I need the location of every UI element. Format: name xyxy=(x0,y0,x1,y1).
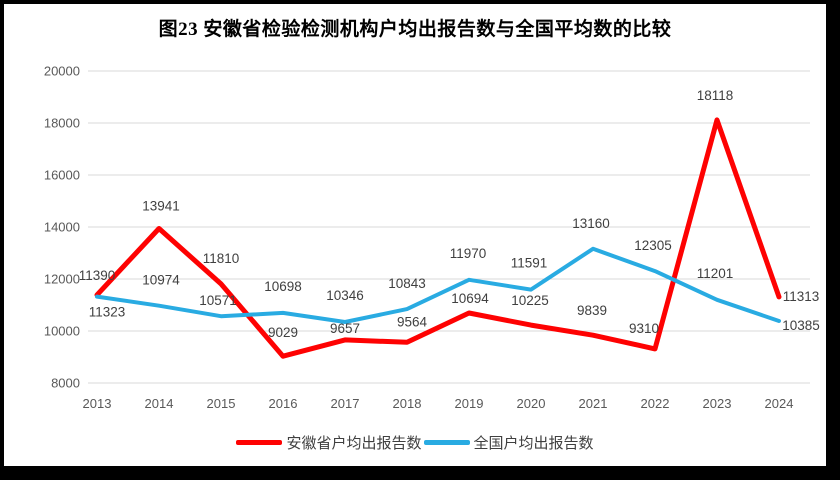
data-label: 10843 xyxy=(388,276,426,291)
x-axis-tick-label: 2020 xyxy=(517,396,546,411)
x-axis-tick-label: 2015 xyxy=(207,396,236,411)
data-label: 10698 xyxy=(264,279,302,294)
x-axis-tick-label: 2016 xyxy=(269,396,298,411)
data-label: 11323 xyxy=(89,305,126,320)
legend-item-anhui: 安徽省户均出报告数 xyxy=(236,432,422,453)
data-label: 9310 xyxy=(629,321,659,336)
x-axis-tick-label: 2013 xyxy=(83,396,112,411)
data-label: 10225 xyxy=(511,293,549,308)
data-label: 13160 xyxy=(572,216,610,231)
y-axis-tick-label: 12000 xyxy=(44,272,80,287)
y-axis-tick-label: 18000 xyxy=(44,116,80,131)
data-label: 11313 xyxy=(783,289,820,304)
data-label: 12305 xyxy=(634,238,672,253)
data-label: 11390 xyxy=(79,268,116,283)
x-axis-tick-label: 2018 xyxy=(393,396,422,411)
data-label: 18118 xyxy=(697,88,734,103)
data-label: 9029 xyxy=(268,325,298,340)
line-chart: 8000 10000 12000 14000 16000 18000 20000 2013 20… xyxy=(44,64,820,412)
series-line-national xyxy=(95,246,781,324)
y-axis-tick-label: 10000 xyxy=(44,324,80,339)
data-label: 11810 xyxy=(203,251,240,266)
x-axis-tick-label: 2017 xyxy=(331,396,360,411)
data-label: 11591 xyxy=(511,256,548,271)
chart-title: 图23 安徽省检验检测机构户均出报告数与全国平均数的比较 xyxy=(158,19,672,40)
legend-label: 安徽省户均出报告数 xyxy=(286,435,422,452)
data-label: 10571 xyxy=(199,293,237,308)
data-label: 10346 xyxy=(326,288,364,303)
data-label: 10385 xyxy=(782,318,820,333)
y-axis-tick-label: 14000 xyxy=(44,220,80,235)
data-label: 9564 xyxy=(397,314,428,329)
legend-line-swatch xyxy=(236,440,283,445)
x-axis-tick-label: 2014 xyxy=(145,396,174,411)
y-axis-tick-label: 8000 xyxy=(51,376,80,391)
legend-line-swatch xyxy=(423,440,470,445)
data-label: 9657 xyxy=(330,321,360,336)
data-label: 13941 xyxy=(142,199,180,214)
y-axis-tick-label: 16000 xyxy=(44,168,80,183)
x-axis-tick-label: 2023 xyxy=(703,396,732,411)
x-axis-tick-label: 2021 xyxy=(579,396,608,411)
legend-label: 全国户均出报告数 xyxy=(473,435,594,452)
x-axis-tick-label: 2024 xyxy=(765,396,794,411)
legend-item-national: 全国户均出报告数 xyxy=(423,432,594,453)
data-label: 11201 xyxy=(697,266,734,281)
y-axis-tick-label: 20000 xyxy=(44,64,80,79)
data-label: 10974 xyxy=(142,273,180,288)
data-label: 10694 xyxy=(451,291,489,306)
x-axis-tick-label: 2022 xyxy=(641,396,670,411)
data-label: 9839 xyxy=(577,303,607,318)
data-label: 11970 xyxy=(450,246,487,261)
chart-legend: 安徽省户均出报告数 全国户均出报告数 xyxy=(4,432,826,453)
x-axis-tick-label: 2019 xyxy=(455,396,484,411)
series-line-anhui xyxy=(94,117,782,359)
